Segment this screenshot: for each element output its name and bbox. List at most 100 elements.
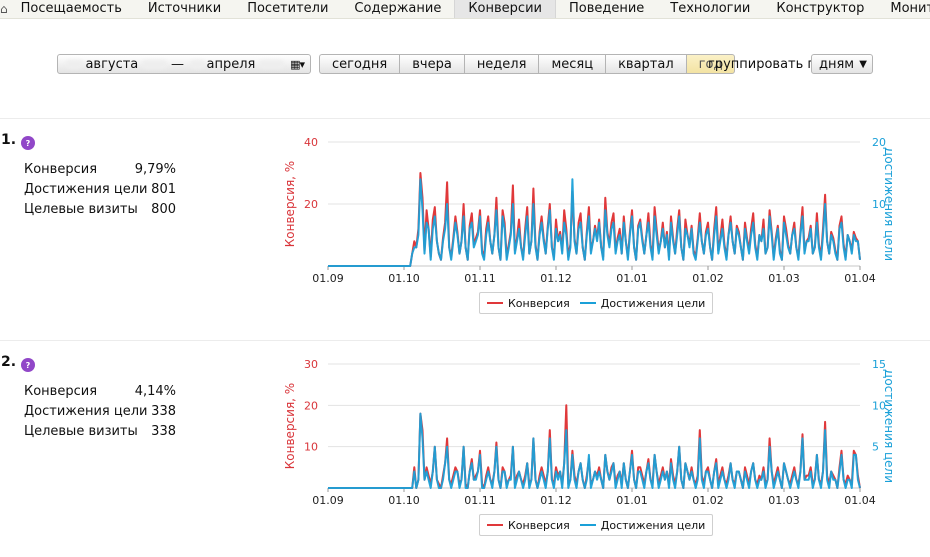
- x-tick-label: 01.02: [692, 272, 724, 285]
- goal-metric-row: Конверсия 9,79%: [24, 162, 176, 182]
- metric-label: Достижения цели: [24, 182, 148, 197]
- goal-help-icon[interactable]: ?: [21, 136, 35, 150]
- tab-conversions[interactable]: Конверсии: [454, 0, 556, 18]
- x-tick-label: 01.11: [464, 272, 496, 285]
- legend-item-conversion[interactable]: Конверсия: [487, 519, 570, 532]
- metric-value: 338: [151, 404, 176, 419]
- y-tick-label: 30: [304, 358, 318, 371]
- redacted-year-start: [142, 59, 167, 69]
- legend-label: Достижения цели: [600, 518, 706, 532]
- legend-swatch: [579, 524, 596, 526]
- range-to-month: апреля: [206, 56, 256, 72]
- x-tick-label: 01.02: [692, 494, 724, 507]
- legend-swatch: [579, 302, 596, 304]
- goal-number: 1.: [1, 132, 17, 148]
- top-navigation: ⌂ Посещаемость Источники Посетители Соде…: [0, 0, 930, 19]
- period-presets: сегодня вчера неделя месяц квартал год: [319, 54, 736, 74]
- x-tick-label: 01.12: [540, 494, 572, 507]
- x-tick-label: 01.09: [312, 272, 344, 285]
- y2-tick-label: 15: [872, 358, 886, 371]
- goal-metric-row: Конверсия 4,14%: [24, 384, 176, 404]
- metric-value: 9,79%: [134, 162, 176, 177]
- goal-2-chart: 30 20 10 15 10 5 01.09 01.10 01.11 01.12 01.01 01.0…: [282, 352, 896, 512]
- range-dash: —: [170, 56, 184, 72]
- goal-1-chart: 40 20 20 10 01.09 01.10 01.11 01.12 01.01 01.02 01…: [282, 130, 896, 290]
- preset-month-button[interactable]: месяц: [538, 54, 606, 74]
- metric-value: 800: [151, 202, 176, 217]
- tab-constructor[interactable]: Конструктор: [776, 1, 865, 16]
- legend-item-goals[interactable]: Достижения цели: [579, 296, 706, 310]
- redacted-day-end: [189, 59, 205, 69]
- range-from-month: августа: [85, 56, 139, 72]
- preset-quarter-button[interactable]: квартал: [605, 54, 686, 74]
- y2-axis-label: Достижения цели: [882, 147, 892, 261]
- chart-legend: Конверсия Достижения цели: [479, 514, 714, 536]
- goal-metric-row: Целевые визиты 338: [24, 424, 176, 444]
- metric-label: Целевые визиты: [24, 424, 138, 439]
- y2-tick-label: 10: [872, 399, 886, 412]
- goals-series-line: [328, 412, 861, 489]
- preset-year-button[interactable]: год: [685, 54, 736, 74]
- preset-week-button[interactable]: неделя: [463, 54, 539, 74]
- x-tick-label: 01.01: [616, 272, 648, 285]
- x-tick-label: 01.12: [540, 272, 572, 285]
- metric-value: 338: [151, 424, 176, 439]
- preset-today-button[interactable]: сегодня: [319, 54, 400, 74]
- tab-monitoring[interactable]: Мониторинг: [890, 1, 930, 16]
- metric-label: Достижения цели: [24, 404, 148, 419]
- y-tick-label: 20: [304, 399, 318, 412]
- metric-label: Конверсия: [24, 162, 98, 177]
- tab-technologies[interactable]: Технологии: [670, 1, 751, 16]
- metric-value: 801: [151, 182, 176, 197]
- redacted-year-end: [259, 59, 285, 69]
- group-by-label: группировать по: [708, 57, 824, 72]
- legend-item-conversion[interactable]: Конверсия: [487, 297, 570, 310]
- goal-metric-row: Достижения цели 338: [24, 404, 176, 424]
- x-tick-label: 01.10: [388, 272, 420, 285]
- home-icon[interactable]: ⌂: [0, 2, 8, 16]
- legend-swatch: [487, 302, 503, 304]
- tab-content[interactable]: Содержание: [354, 1, 442, 16]
- tab-sources[interactable]: Источники: [147, 1, 222, 16]
- tab-behavior[interactable]: Поведение: [568, 1, 645, 16]
- goal-help-icon[interactable]: ?: [21, 358, 35, 372]
- group-by-select[interactable]: дням ▼: [811, 54, 873, 74]
- goal-metric-row: Целевые визиты 800: [24, 202, 176, 222]
- x-tick-label: 01.04: [844, 272, 876, 285]
- goal-number: 2.: [1, 354, 17, 370]
- legend-swatch: [487, 524, 503, 526]
- x-tick-label: 01.03: [768, 494, 800, 507]
- y2-tick-label: 20: [872, 136, 886, 149]
- chart-legend: Конверсия Достижения цели: [479, 292, 714, 314]
- metric-label: Конверсия: [24, 384, 98, 399]
- line-chart: 30 20 10 15 10 5 01.09 01.10 01.11 01.12 01.01 01.0…: [283, 358, 896, 507]
- tab-visitors[interactable]: Посетители: [247, 1, 329, 16]
- calendar-icon: ▦▾: [290, 57, 305, 71]
- goals-series-line: [328, 178, 861, 267]
- y-tick-label: 40: [304, 136, 318, 149]
- x-tick-label: 01.01: [616, 494, 648, 507]
- tab-attendance[interactable]: Посещаемость: [20, 1, 122, 16]
- section-divider: [0, 118, 930, 119]
- legend-label: Конверсия: [508, 518, 570, 532]
- y-tick-label: 20: [304, 198, 318, 211]
- legend-item-goals[interactable]: Достижения цели: [579, 518, 706, 532]
- date-range-picker[interactable]: августа — апреля ▦▾: [57, 54, 311, 74]
- chevron-down-icon: ▼: [859, 58, 867, 70]
- preset-yesterday-button[interactable]: вчера: [399, 54, 464, 74]
- group-by-value: дням: [819, 56, 855, 72]
- line-chart: 40 20 20 10 01.09 01.10 01.11 01.12 01.01 01.02 01…: [283, 136, 896, 285]
- section-divider: [0, 340, 930, 341]
- y-tick-label: 10: [304, 441, 318, 454]
- x-tick-label: 01.09: [312, 494, 344, 507]
- y-axis-label: Конверсия, %: [283, 161, 297, 247]
- goal-metric-row: Достижения цели 801: [24, 182, 176, 202]
- legend-label: Достижения цели: [600, 296, 706, 310]
- y2-tick-label: 5: [872, 441, 879, 454]
- redacted-day-start: [66, 59, 84, 69]
- x-tick-label: 01.10: [388, 494, 420, 507]
- y-axis-label: Конверсия, %: [283, 383, 297, 469]
- y2-axis-label: Достижения цели: [882, 369, 892, 483]
- x-tick-label: 01.03: [768, 272, 800, 285]
- x-tick-label: 01.11: [464, 494, 496, 507]
